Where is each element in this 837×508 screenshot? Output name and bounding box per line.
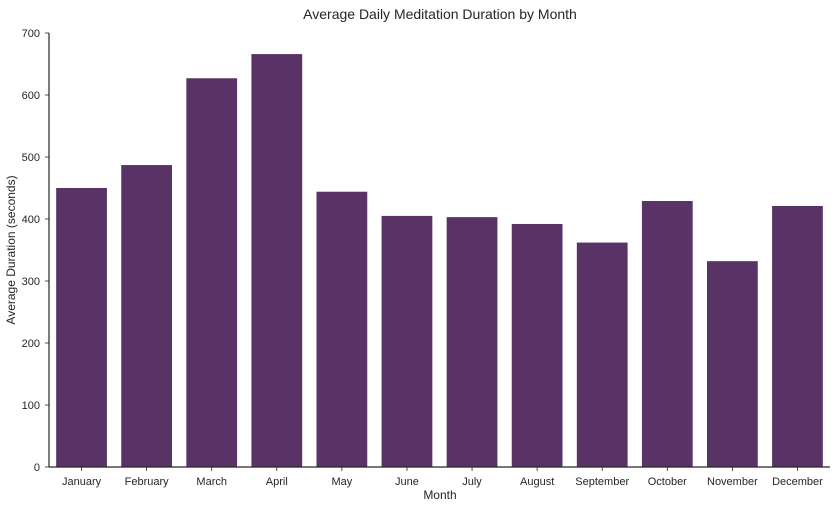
- bar-april: [251, 54, 303, 468]
- bar-november: [706, 261, 758, 467]
- x-tick-label-july: July: [462, 476, 482, 488]
- x-tick-label-february: February: [125, 476, 170, 488]
- x-axis-label: Month: [423, 488, 456, 502]
- y-tick-label-100: 100: [22, 400, 40, 412]
- y-tick-label-200: 200: [22, 338, 40, 350]
- y-tick-label-500: 500: [22, 152, 40, 164]
- bar-march: [186, 78, 238, 467]
- bar-february: [121, 165, 173, 467]
- y-tick-label-600: 600: [22, 90, 40, 102]
- x-axis: January February March April May June July Augu…: [49, 466, 830, 488]
- x-tick-label-june: June: [395, 476, 419, 488]
- bar-september: [576, 242, 628, 467]
- x-tick-label-january: January: [62, 476, 102, 488]
- bar-october: [641, 201, 693, 467]
- y-axis: 0 100 200 300 400 500 600 700: [22, 28, 50, 474]
- x-tick-label-may: May: [331, 476, 352, 488]
- y-tick-label-700: 700: [22, 28, 40, 40]
- y-tick-label-0: 0: [34, 462, 40, 474]
- bar-june: [381, 215, 433, 467]
- bar-august: [511, 223, 563, 467]
- x-tick-label-november: November: [707, 476, 758, 488]
- bar-january: [56, 188, 107, 467]
- x-tick-label-december: December: [772, 476, 823, 488]
- bar-may: [316, 191, 368, 467]
- x-tick-label-october: October: [648, 476, 687, 488]
- chart-title: Average Daily Meditation Duration by Mon…: [303, 6, 577, 22]
- bar-july: [446, 217, 498, 467]
- x-tick-label-march: March: [196, 476, 227, 488]
- y-tick-label-400: 400: [22, 214, 40, 226]
- y-tick-label-300: 300: [22, 276, 40, 288]
- x-tick-label-april: April: [266, 476, 288, 488]
- bars-group: [56, 54, 823, 468]
- bar-december: [772, 205, 823, 468]
- x-tick-label-august: August: [520, 476, 554, 488]
- x-tick-label-september: September: [575, 476, 629, 488]
- y-axis-label: Average Duration (seconds): [4, 175, 18, 324]
